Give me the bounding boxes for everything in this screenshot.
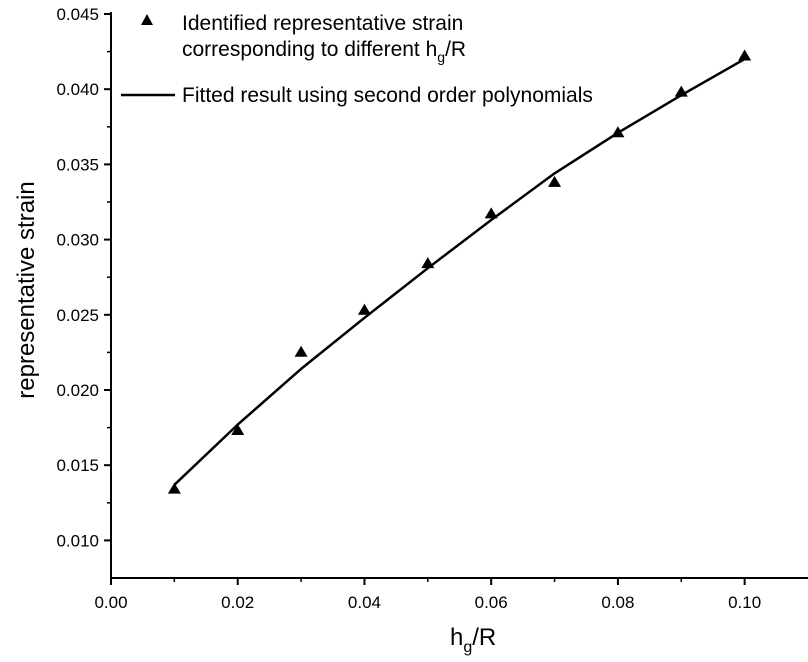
data-points-series	[167, 49, 752, 494]
data-point-triangle	[294, 345, 308, 357]
legend-points-label-main: corresponding to different h	[182, 38, 437, 61]
x-axis-label-tail: /R	[472, 624, 496, 651]
x-tick-label: 0.04	[348, 593, 381, 612]
data-point-triangle	[357, 303, 371, 315]
fit-curve-series	[173, 58, 746, 486]
data-point-triangle	[548, 175, 562, 187]
y-tick-label: 0.030	[56, 231, 99, 250]
y-ticks: 0.010 0.015 0.020 0.025 0.030 0.035 0.040 0.045	[56, 5, 111, 550]
y-tick-label: 0.025	[56, 306, 99, 325]
y-tick-label: 0.045	[56, 5, 99, 24]
x-tick-label: 0.08	[601, 593, 634, 612]
legend-triangle-marker	[141, 14, 153, 25]
x-axis-label-sub: g	[463, 639, 472, 656]
x-tick-label: 0.00	[94, 593, 127, 612]
x-tick-label: 0.10	[728, 593, 761, 612]
x-axis-label: hg/R	[450, 624, 496, 656]
y-tick-label: 0.010	[56, 531, 99, 550]
x-tick-label: 0.06	[475, 593, 508, 612]
y-tick-label: 0.015	[56, 456, 99, 475]
data-point-triangle	[738, 49, 752, 61]
y-tick-label: 0.035	[56, 155, 99, 174]
data-point-triangle	[231, 424, 245, 436]
y-axis-label: representative strain	[13, 181, 40, 398]
data-point-triangle	[167, 482, 181, 494]
x-ticks: 0.00 0.02 0.04 0.06 0.08 0.10	[94, 578, 761, 612]
y-tick-label: 0.020	[56, 381, 99, 400]
data-point-triangle	[421, 257, 435, 269]
fit-curve-line	[173, 58, 746, 486]
legend-fit-label: Fitted result using second order polynom…	[182, 84, 593, 107]
legend-points-label-line1: Identified representative strain	[182, 12, 463, 35]
legend: Identified representative strain corresp…	[121, 12, 593, 107]
x-axis-label-main: h	[450, 624, 463, 651]
data-point-triangle	[484, 207, 498, 219]
legend-points-label-sub: g	[437, 49, 445, 65]
data-point-triangle	[674, 85, 688, 97]
x-tick-label: 0.02	[221, 593, 254, 612]
legend-points-label-line2: corresponding to different hg/R	[182, 38, 466, 65]
legend-points-label-tail: /R	[445, 38, 466, 61]
axes	[110, 12, 808, 579]
y-tick-label: 0.040	[56, 80, 99, 99]
data-point-triangle	[611, 126, 625, 138]
